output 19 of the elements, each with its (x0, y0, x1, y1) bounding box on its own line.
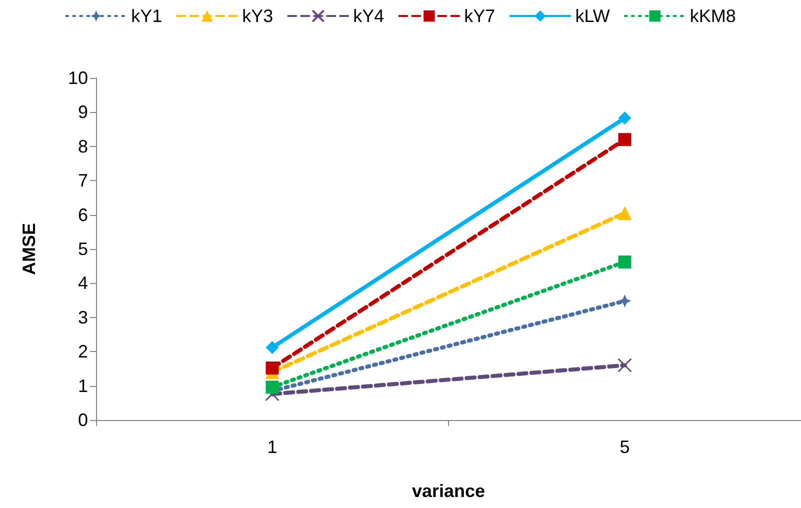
legend-label: kY4 (353, 6, 384, 26)
legend-label: kLW (575, 6, 610, 26)
y-tick-label: 3 (78, 307, 88, 328)
y-tick-label: 2 (78, 342, 88, 362)
legend-label: kKM8 (690, 6, 736, 26)
y-tick-label: 6 (78, 204, 88, 225)
x-axis-title: variance (412, 481, 486, 501)
y-tick-label: 7 (78, 170, 88, 191)
y-tick-label: 5 (78, 239, 88, 259)
y-tick-label: 1 (78, 376, 88, 396)
y-tick-label: 0 (78, 410, 88, 430)
y-tick-label: 10 (68, 68, 88, 88)
legend-label: kY7 (464, 6, 496, 26)
y-tick-label: 4 (78, 273, 88, 294)
legend-label: kY1 (131, 6, 162, 26)
y-tick-label: 8 (78, 136, 88, 156)
y-axis-title: AMSE (19, 222, 39, 276)
y-tick-label: 9 (78, 102, 88, 122)
legend-label: kY3 (242, 6, 274, 26)
